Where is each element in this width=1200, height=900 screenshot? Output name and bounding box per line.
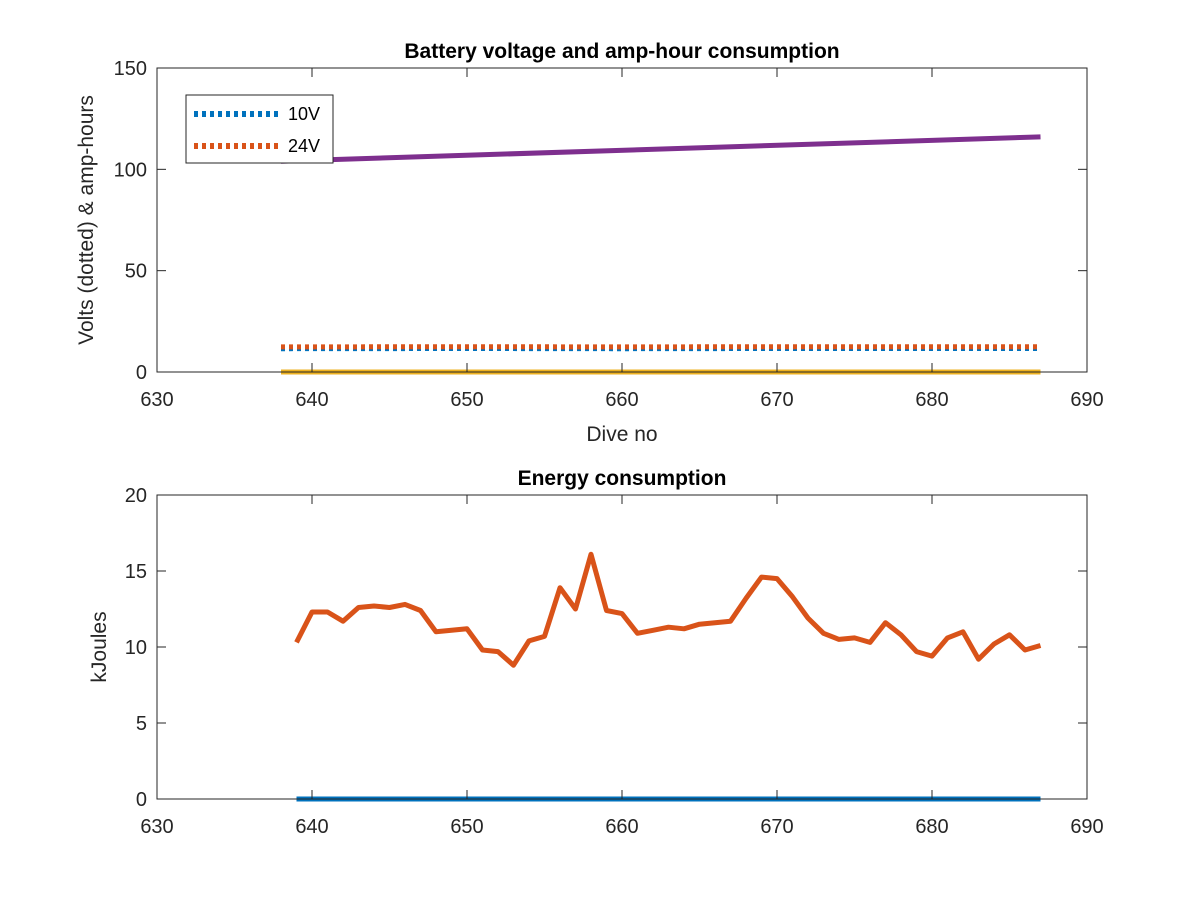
x-tick-label: 670 bbox=[760, 816, 793, 838]
x-tick-label: 670 bbox=[760, 389, 793, 411]
x-tick-label: 680 bbox=[915, 816, 948, 838]
x-tick-label: 660 bbox=[605, 389, 638, 411]
x-tick-label: 630 bbox=[140, 389, 173, 411]
ticks: 630 640 650 660 670 680 690 0 50 100 150 bbox=[114, 58, 1104, 411]
y-tick-label: 20 bbox=[125, 485, 147, 507]
y-tick-label: 0 bbox=[136, 789, 147, 811]
series-line-4 bbox=[280, 134, 1041, 164]
x-tick-label: 690 bbox=[1070, 816, 1103, 838]
y-tick-label: 50 bbox=[125, 261, 147, 283]
y-tick-label: 10 bbox=[125, 637, 147, 659]
x-tick-label: 630 bbox=[140, 816, 173, 838]
x-tick-label: 640 bbox=[295, 389, 328, 411]
x-tick-label: 660 bbox=[605, 816, 638, 838]
legend: 10V 24V bbox=[185, 94, 334, 164]
y-tick-label: 15 bbox=[125, 561, 147, 583]
x-tick-label: 690 bbox=[1070, 389, 1103, 411]
y-tick-label: 100 bbox=[114, 159, 147, 181]
y-axis-label: kJoules bbox=[88, 611, 111, 682]
y-tick-label: 0 bbox=[136, 362, 147, 384]
legend-label-24v: 24V bbox=[288, 136, 320, 156]
y-axis-label: Volts (dotted) & amp-hours bbox=[75, 95, 98, 345]
legend-box bbox=[185, 94, 334, 164]
energy-panel: 630 640 650 660 670 680 690 0 5 10 15 20 Energy con… bbox=[88, 467, 1104, 838]
voltage-panel: 630 640 650 660 670 680 690 0 50 100 150 Battery v… bbox=[75, 40, 1104, 446]
chart-title: Energy consumption bbox=[518, 467, 727, 490]
chart-title: Battery voltage and amp-hour consumption bbox=[404, 40, 839, 63]
x-tick-label: 640 bbox=[295, 816, 328, 838]
x-tick-label: 650 bbox=[450, 389, 483, 411]
y-tick-label: 5 bbox=[136, 713, 147, 735]
legend-label-10v: 10V bbox=[288, 104, 320, 124]
y-tick-label: 150 bbox=[114, 58, 147, 80]
x-axis-label: Dive no bbox=[586, 423, 657, 446]
plot-area bbox=[157, 495, 1087, 799]
ticks: 630 640 650 660 670 680 690 0 5 10 15 20 bbox=[125, 485, 1104, 838]
x-tick-label: 680 bbox=[915, 389, 948, 411]
x-tick-label: 650 bbox=[450, 816, 483, 838]
series-line-2 bbox=[294, 551, 1042, 668]
